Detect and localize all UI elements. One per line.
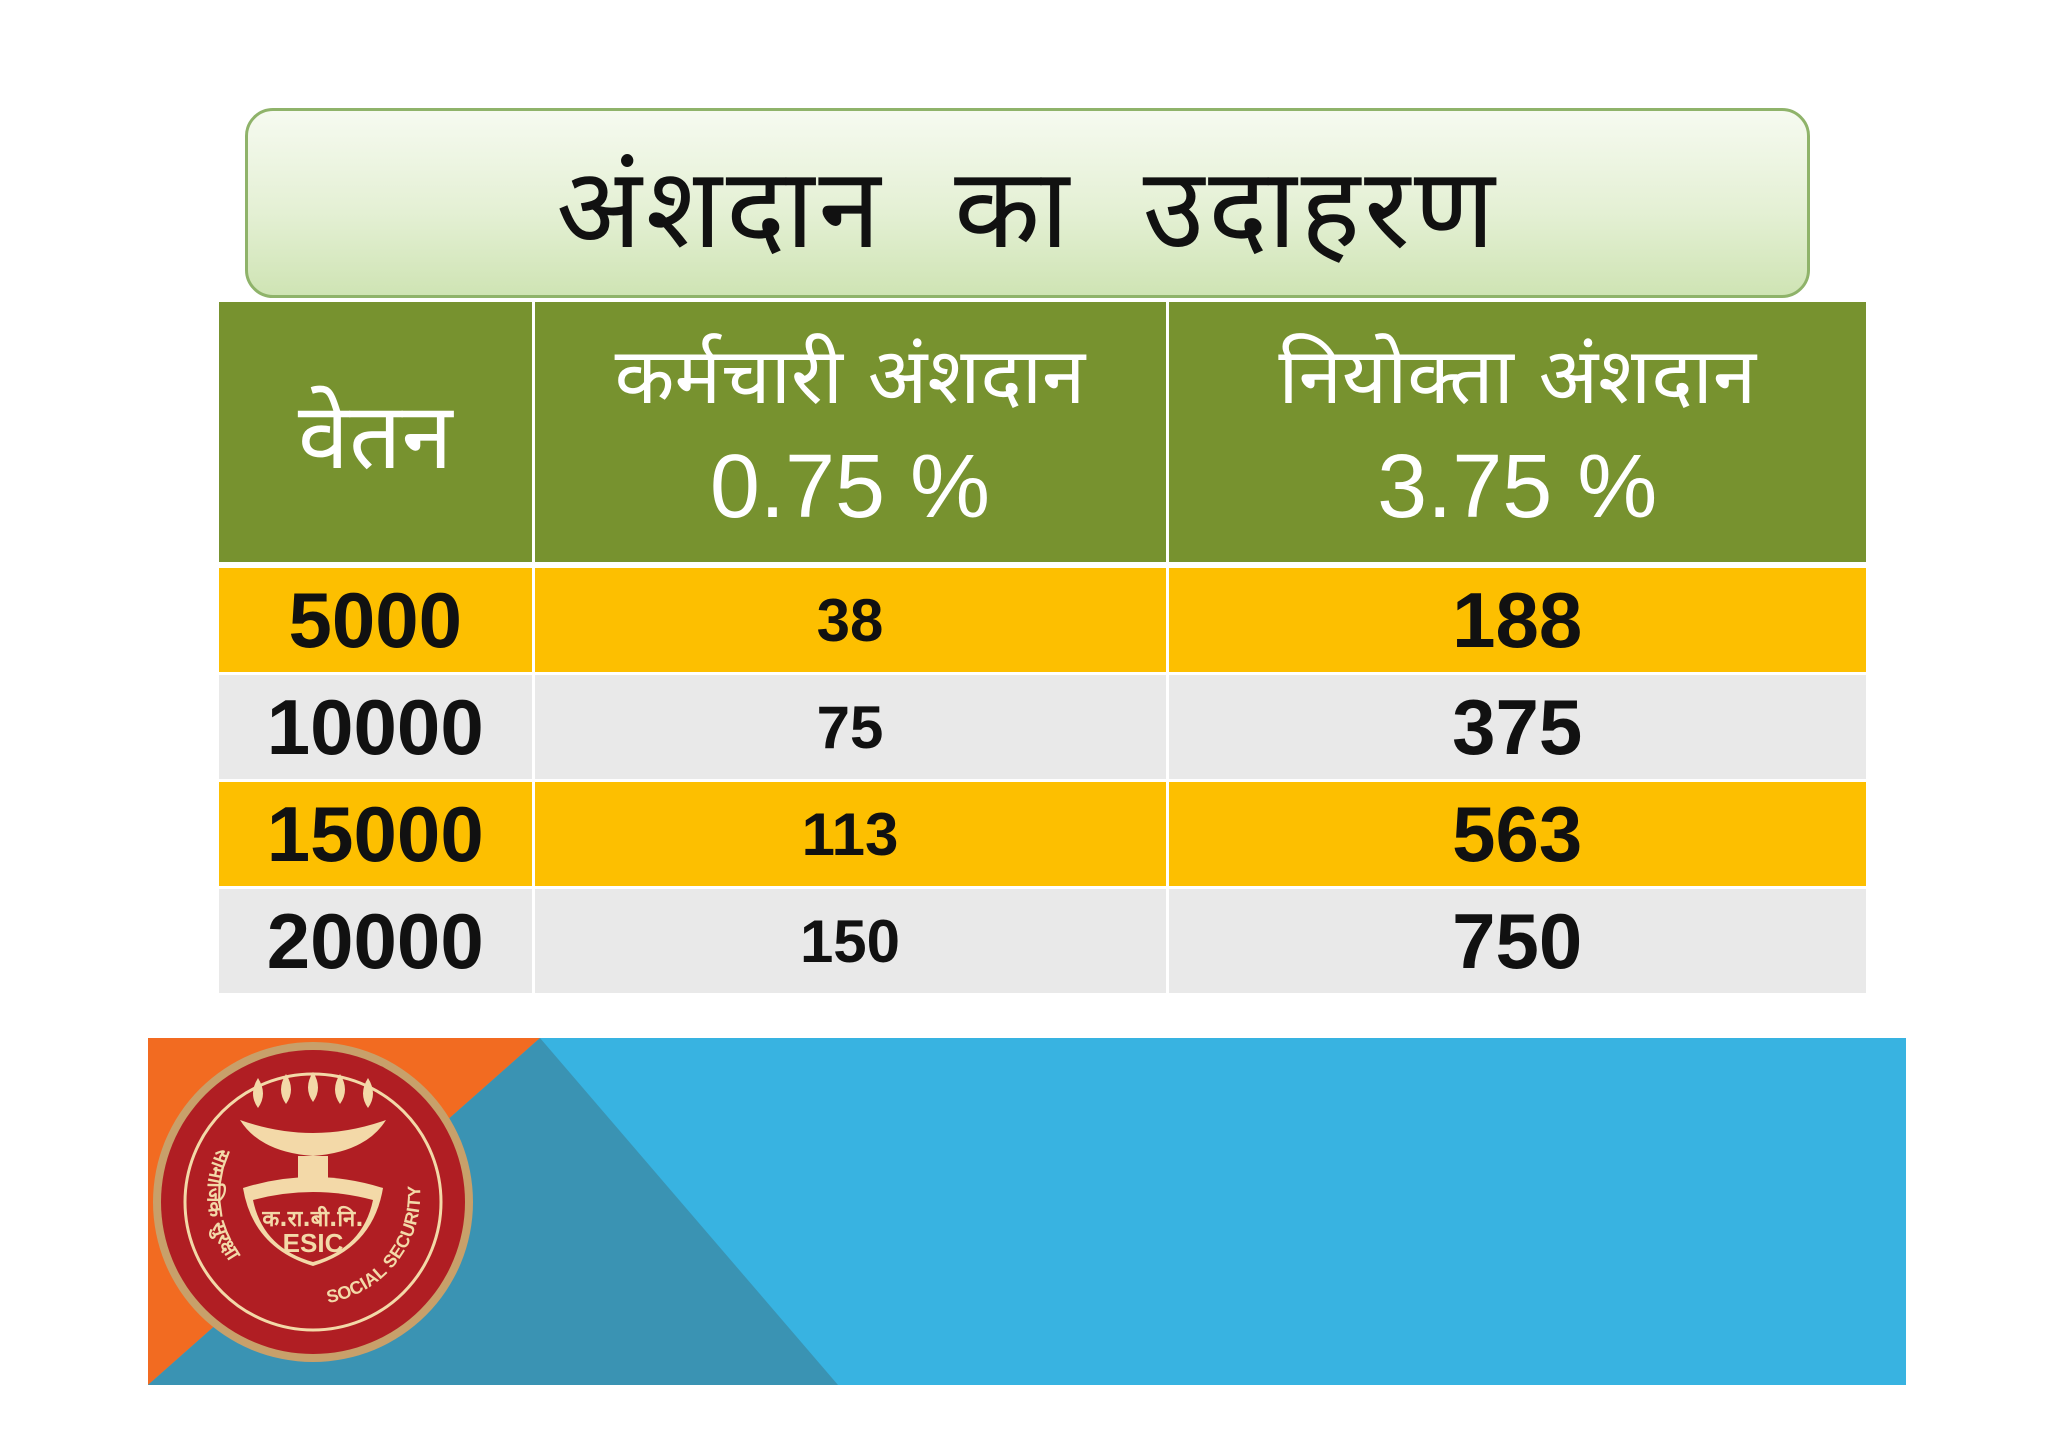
header-employee: कर्मचारी अंशदान 0.75 % xyxy=(533,302,1169,562)
cell-employee: 113 xyxy=(533,780,1169,889)
footer-banner: क.रा.बी.नि. ESIC सामाजिक सुरक्षा SOCIAL … xyxy=(148,1038,1906,1385)
cell-salary: 15000 xyxy=(219,780,535,889)
header-employee-label: कर्मचारी अंशदान xyxy=(614,332,1086,422)
slide-title: अंशदान का उदाहरण xyxy=(556,143,1499,274)
table-row: 15000 113 563 xyxy=(219,780,1866,889)
table-row: 5000 38 188 xyxy=(219,568,1866,675)
logo-abbr-hindi: क.रा.बी.नि. xyxy=(261,1205,363,1232)
cell-salary: 5000 xyxy=(219,568,535,675)
cell-salary: 20000 xyxy=(219,887,535,996)
contribution-table: वेतन कर्मचारी अंशदान 0.75 % नियोक्ता अंश… xyxy=(219,302,1866,996)
cell-employer: 563 xyxy=(1167,780,1866,889)
header-salary: वेतन xyxy=(219,302,535,562)
cell-salary: 10000 xyxy=(219,673,535,782)
cell-employer: 188 xyxy=(1167,568,1866,675)
table-row: 10000 75 375 xyxy=(219,673,1866,782)
header-salary-label: वेतन xyxy=(297,382,453,490)
cell-employee: 150 xyxy=(533,887,1169,996)
table-row: 20000 150 750 xyxy=(219,887,1866,996)
header-employer: नियोक्ता अंशदान 3.75 % xyxy=(1167,302,1866,562)
cell-employer: 750 xyxy=(1167,887,1866,996)
header-employer-rate: 3.75 % xyxy=(1377,437,1658,537)
cell-employee: 75 xyxy=(533,673,1169,782)
esic-logo-icon: क.रा.बी.नि. ESIC सामाजिक सुरक्षा SOCIAL … xyxy=(153,1042,473,1362)
title-banner: अंशदान का उदाहरण xyxy=(245,108,1810,298)
cell-employee: 38 xyxy=(533,568,1169,675)
table-header-row: वेतन कर्मचारी अंशदान 0.75 % नियोक्ता अंश… xyxy=(219,302,1866,562)
cell-employer: 375 xyxy=(1167,673,1866,782)
logo-abbr: ESIC xyxy=(283,1228,344,1258)
header-employer-label: नियोक्ता अंशदान xyxy=(1278,332,1757,422)
header-employee-rate: 0.75 % xyxy=(709,437,991,537)
